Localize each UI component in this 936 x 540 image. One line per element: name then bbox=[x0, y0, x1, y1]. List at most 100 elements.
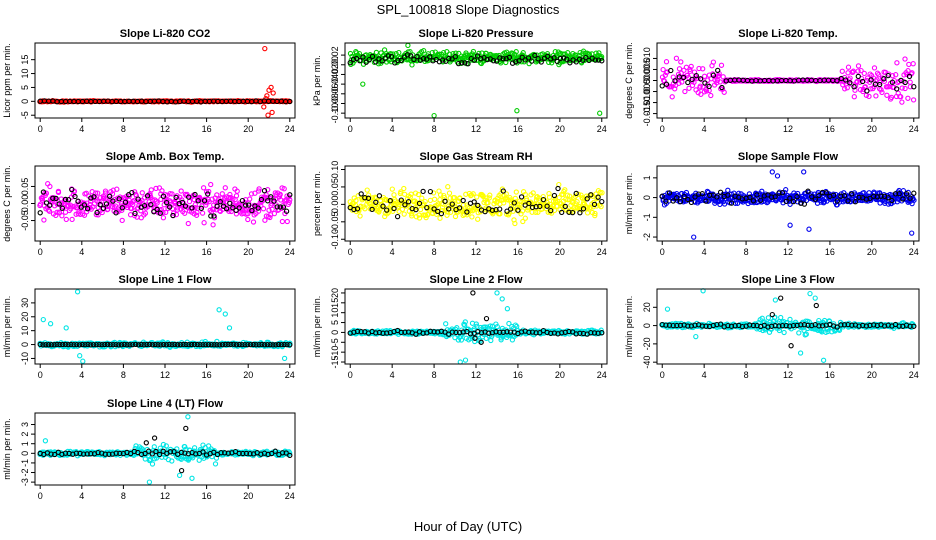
x-tick-label: 12 bbox=[783, 247, 793, 257]
y-tick-label: 0.05 bbox=[330, 178, 340, 196]
data-point bbox=[842, 86, 848, 92]
y-tick-label: 0.00 bbox=[330, 56, 340, 74]
data-point bbox=[455, 60, 462, 67]
x-tick-label: 4 bbox=[79, 491, 84, 501]
data-point bbox=[595, 57, 602, 63]
data-point bbox=[694, 75, 701, 81]
x-tick-label: 0 bbox=[38, 247, 43, 257]
data-point bbox=[119, 217, 125, 224]
data-point bbox=[718, 62, 725, 68]
data-point bbox=[431, 196, 438, 202]
panel-title: Slope Line 3 Flow bbox=[742, 274, 835, 286]
data-point bbox=[462, 357, 469, 363]
x-tick-label: 8 bbox=[121, 124, 126, 134]
data-point bbox=[504, 306, 511, 312]
data-point bbox=[199, 210, 206, 216]
data-point bbox=[431, 112, 437, 119]
data-point bbox=[669, 94, 675, 100]
data-point bbox=[40, 316, 46, 323]
data-points bbox=[37, 45, 293, 118]
data-point bbox=[77, 353, 83, 359]
data-point bbox=[535, 56, 541, 62]
y-tick-label: 0.010 bbox=[642, 47, 652, 70]
data-point bbox=[427, 197, 434, 204]
y-tick-label: -5 bbox=[20, 111, 30, 119]
data-point bbox=[270, 90, 276, 96]
data-point bbox=[395, 57, 401, 64]
y-tick-label: -2 bbox=[642, 233, 652, 241]
y-tick-label: 0.10 bbox=[330, 161, 340, 179]
data-point bbox=[873, 93, 879, 99]
data-point bbox=[599, 58, 605, 64]
y-tick-label: -0.10 bbox=[330, 103, 340, 124]
data-point bbox=[772, 297, 779, 303]
data-point bbox=[357, 58, 363, 64]
data-point bbox=[576, 56, 583, 62]
data-point bbox=[769, 311, 775, 318]
data-point bbox=[356, 50, 363, 57]
data-point bbox=[881, 78, 888, 84]
data-points bbox=[347, 181, 605, 227]
series-all-samples bbox=[37, 45, 293, 118]
data-point bbox=[456, 50, 462, 57]
y-tick-label: 20 bbox=[330, 288, 340, 298]
data-point bbox=[460, 197, 466, 204]
y-tick-label: 0 bbox=[20, 451, 30, 456]
x-tick-label: 12 bbox=[783, 124, 793, 134]
data-point bbox=[855, 63, 862, 69]
data-point bbox=[408, 53, 414, 59]
data-point bbox=[391, 192, 397, 198]
y-tick-label: 0.05 bbox=[20, 178, 30, 196]
series-all-samples bbox=[659, 169, 917, 240]
data-point bbox=[80, 358, 86, 364]
data-point bbox=[373, 59, 379, 65]
data-point bbox=[855, 73, 861, 80]
data-point bbox=[844, 85, 850, 91]
data-point bbox=[446, 55, 452, 62]
data-point bbox=[902, 85, 908, 92]
y-tick-label: 0 bbox=[20, 99, 30, 104]
data-point bbox=[212, 461, 219, 467]
data-point bbox=[151, 435, 158, 441]
data-point bbox=[490, 58, 497, 64]
data-point bbox=[840, 82, 846, 88]
data-point bbox=[851, 94, 857, 100]
data-point bbox=[409, 62, 415, 68]
data-point bbox=[379, 58, 385, 64]
data-point bbox=[499, 296, 505, 302]
data-point bbox=[513, 189, 519, 195]
data-point bbox=[708, 92, 714, 99]
x-tick-label: 24 bbox=[285, 247, 295, 257]
data-point bbox=[210, 222, 216, 228]
data-point bbox=[514, 108, 520, 114]
data-point bbox=[506, 54, 513, 61]
x-tick-label: 8 bbox=[744, 370, 749, 380]
data-point bbox=[226, 325, 233, 331]
x-tick-label: 8 bbox=[432, 247, 437, 257]
data-point bbox=[861, 70, 867, 77]
data-point bbox=[898, 94, 904, 100]
data-point bbox=[894, 60, 900, 66]
data-point bbox=[812, 295, 818, 301]
panel-title: Slope Line 2 Flow bbox=[430, 274, 523, 286]
panel-title: Slope Amb. Box Temp. bbox=[106, 151, 225, 163]
x-tick-label: 20 bbox=[867, 247, 877, 257]
y-tick-label: 3 bbox=[20, 422, 30, 427]
data-point bbox=[845, 64, 852, 70]
data-point bbox=[247, 196, 253, 202]
data-point bbox=[765, 315, 772, 321]
data-point bbox=[388, 53, 395, 60]
data-point bbox=[487, 192, 493, 198]
data-point bbox=[478, 56, 484, 62]
x-tick-label: 20 bbox=[555, 370, 565, 380]
x-tick-label: 20 bbox=[867, 370, 877, 380]
data-point bbox=[393, 51, 399, 57]
data-point bbox=[573, 59, 579, 65]
x-tick-label: 16 bbox=[513, 370, 523, 380]
data-point bbox=[452, 213, 459, 220]
x-tick-label: 0 bbox=[348, 247, 353, 257]
data-point bbox=[59, 213, 65, 219]
data-point bbox=[457, 359, 463, 365]
